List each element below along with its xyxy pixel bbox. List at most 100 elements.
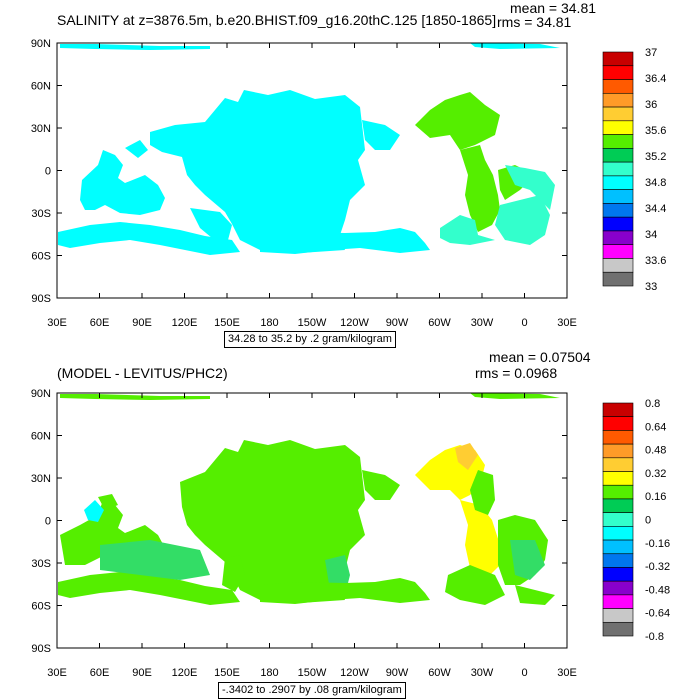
lon-tick-label: 60W <box>428 667 451 679</box>
bottom-region-indian-cyan <box>84 500 104 522</box>
top-panel-rms: rms = 34.81 <box>497 14 572 30</box>
lat-tick-label: 90S <box>31 293 51 305</box>
colorbar-label: 0.64 <box>645 421 666 433</box>
lon-tick-label: 30E <box>557 667 577 679</box>
lon-tick-label: 90W <box>386 667 409 679</box>
colorbar-label: -0.48 <box>645 584 670 596</box>
lon-tick-label: 90W <box>386 317 409 329</box>
colorbar-swatch <box>602 484 634 500</box>
colorbar-swatch <box>602 161 634 177</box>
colorbar-swatch <box>602 594 634 609</box>
colorbar-label: -0.64 <box>645 608 670 620</box>
top-panel-contour-info: 34.28 to 35.2 by .2 gram/kilogram <box>224 331 396 348</box>
bottom-panel-title: (MODEL - LEVITUS/PHC2) <box>57 365 228 381</box>
lat-tick-label: 90N <box>31 38 51 50</box>
colorbar-label: 35.2 <box>645 151 666 163</box>
bottom-region-indian-darker <box>100 540 210 580</box>
bottom-region-indian-south <box>58 572 240 605</box>
top-region-south-atlantic-west <box>440 215 495 245</box>
lat-tick-label: 0 <box>45 166 51 178</box>
colorbar-label: -0.8 <box>645 631 664 643</box>
colorbar-swatch <box>602 443 634 459</box>
colorbar-swatch <box>602 203 634 218</box>
colorbar-label: 34.8 <box>645 177 666 189</box>
bottom-region-arctic-west <box>60 394 210 400</box>
colorbar-label: 33 <box>645 281 657 293</box>
colorbar-swatch <box>602 567 634 582</box>
colorbar-swatch <box>602 512 634 527</box>
top-x-axis: 30E 60E 90E 120E 150E 180 150W 120W 90W 60W 30W 0 30… <box>47 43 577 329</box>
bottom-region-south-atlantic-green <box>445 565 505 605</box>
bottom-region-arctic-east <box>470 393 560 399</box>
top-panel-title: SALINITY at z=3876.5m, b.e20.BHIST.f09_g… <box>57 12 497 28</box>
bottom-y-axis: 90N 60N 30N 0 30S 60S 90S <box>31 388 567 655</box>
lat-tick-label: 60S <box>31 251 51 263</box>
bottom-region-indian-east <box>222 555 245 592</box>
top-region-mid-atlantic <box>460 145 500 232</box>
top-panel-mean: mean = 34.81 <box>510 0 597 16</box>
colorbar-label: 0.16 <box>645 491 666 503</box>
colorbar-label: 0.8 <box>645 398 660 410</box>
colorbar-swatch <box>602 553 634 568</box>
lon-tick-label: 30E <box>47 667 67 679</box>
lat-tick-label: 30N <box>31 473 51 485</box>
top-region-arctic-east <box>470 43 560 49</box>
top-map <box>58 43 560 255</box>
colorbar-swatch <box>602 65 634 80</box>
colorbar-swatch <box>602 402 634 418</box>
colorbar-label: 37 <box>645 47 657 59</box>
top-region-north-atlantic <box>415 92 500 150</box>
lon-tick-label: 30E <box>557 317 577 329</box>
lon-tick-label: 120E <box>172 667 198 679</box>
colorbar-label: 34 <box>645 229 657 241</box>
bottom-region-southern-ocean-pacific <box>260 578 430 604</box>
colorbar-swatch <box>602 539 634 555</box>
colorbar-label: 36 <box>645 99 657 111</box>
colorbar-swatch <box>602 92 634 108</box>
colorbar-label: 0.48 <box>645 445 666 457</box>
colorbar-label: 35.6 <box>645 125 666 137</box>
top-region-indian-south <box>58 222 240 255</box>
bottom-panel-rms: rms = 0.0968 <box>475 365 558 381</box>
lon-tick-label: 90E <box>132 667 152 679</box>
bottom-map <box>58 393 560 605</box>
lon-tick-label: 90E <box>132 317 152 329</box>
lon-tick-label: 30W <box>471 667 494 679</box>
top-region-south-atlantic <box>495 195 550 245</box>
lat-tick-label: 60N <box>31 431 51 443</box>
lon-tick-label: 180 <box>260 317 278 329</box>
lon-tick-label: 0 <box>521 317 527 329</box>
top-region-southern-ocean-pacific <box>260 228 430 254</box>
lat-tick-label: 30S <box>31 558 51 570</box>
colorbar-swatch <box>602 189 634 204</box>
bottom-x-axis: 30E 60E 90E 120E 150E 180 150W 120W 90W 60W 30W 0 30… <box>47 393 577 679</box>
bottom-region-se-atlantic-darker <box>510 540 545 580</box>
lon-tick-label: 150W <box>298 317 327 329</box>
colorbar-swatch <box>602 258 634 273</box>
lon-tick-label: 0 <box>521 667 527 679</box>
lon-tick-label: 150W <box>298 667 327 679</box>
top-colorbar: 37 36.4 36 35.6 35.2 34.8 34.4 34 33.6 33 <box>602 47 666 293</box>
bottom-region-mid-atlantic-green <box>470 470 495 515</box>
colorbar-swatch <box>602 175 634 190</box>
colorbar-swatch <box>602 430 634 445</box>
colorbar-label: 0 <box>645 515 651 527</box>
lon-tick-label: 150E <box>214 317 240 329</box>
lon-tick-label: 120W <box>340 667 369 679</box>
colorbar-swatch <box>602 621 634 637</box>
lon-tick-label: 180 <box>260 667 278 679</box>
lon-tick-label: 60E <box>90 667 110 679</box>
lat-tick-label: 0 <box>45 516 51 528</box>
bottom-panel-contour-info: -.3402 to .2907 by .08 gram/kilogram <box>218 682 406 699</box>
top-region-arctic-west <box>60 44 210 50</box>
lon-tick-label: 120W <box>340 317 369 329</box>
top-region-se-pacific <box>505 165 555 210</box>
lat-tick-label: 90N <box>31 388 51 400</box>
top-region-indian-west <box>80 150 165 215</box>
colorbar-swatch <box>602 416 634 431</box>
top-region-indian-north <box>125 140 148 158</box>
colorbar-swatch <box>602 580 634 596</box>
lon-tick-label: 30E <box>47 317 67 329</box>
colorbar-swatch <box>602 471 634 486</box>
